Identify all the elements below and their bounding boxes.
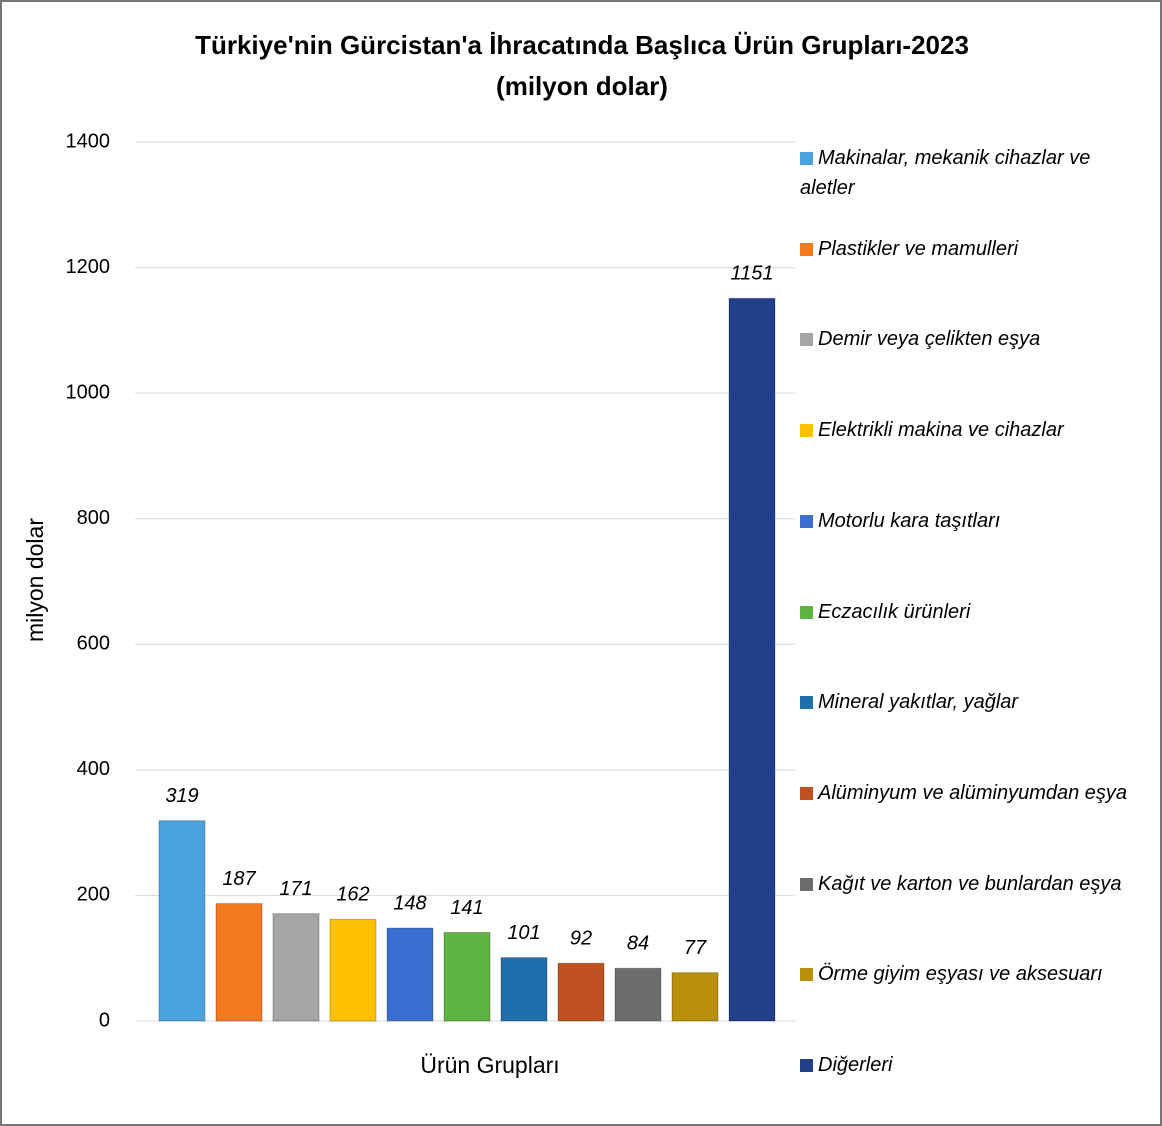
bar xyxy=(728,297,776,1022)
bar xyxy=(329,918,377,1022)
bar xyxy=(386,927,434,1022)
y-tick-label: 400 xyxy=(77,758,110,780)
legend-item: Makinalar, mekanik cihazlar ve aletler xyxy=(800,143,1145,203)
data-label: 1151 xyxy=(730,263,773,285)
data-label: 84 xyxy=(627,933,649,955)
data-label: 92 xyxy=(570,928,592,950)
legend-label: Elektrikli makina ve cihazlar xyxy=(818,419,1064,442)
legend-item: Örme giyim eşyası ve aksesuarı xyxy=(800,959,1145,989)
legend-label: Örme giyim eşyası ve aksesuarı xyxy=(818,963,1103,986)
bar xyxy=(443,931,491,1022)
legend-item: Diğerleri xyxy=(800,1050,1145,1080)
data-label: 319 xyxy=(165,785,198,807)
legend-swatch xyxy=(800,877,813,891)
data-label: 148 xyxy=(393,892,426,914)
legend-label: Plastikler ve mamulleri xyxy=(818,237,1019,260)
data-label: 141 xyxy=(450,897,483,919)
legend-swatch xyxy=(800,1059,813,1072)
legend-label: Alüminyum ve alüminyumdan eşya xyxy=(818,781,1128,804)
y-tick-label: 0 xyxy=(99,1009,110,1031)
data-label: 77 xyxy=(684,937,707,959)
legend-swatch xyxy=(800,152,813,165)
legend-swatch xyxy=(800,514,813,528)
legend-item: Eczacılık ürünleri xyxy=(800,597,1145,627)
legend-item: Kağıt ve karton ve bunlardan eşya xyxy=(800,869,1145,899)
legend-swatch xyxy=(800,424,813,438)
legend-swatch xyxy=(800,333,813,347)
legend-label: Mineral yakıtlar, yağlar xyxy=(818,691,1019,714)
legend-swatch xyxy=(800,968,813,982)
legend-item: Demir veya çelikten eşya xyxy=(800,324,1145,354)
y-axis-label: milyon dolar xyxy=(22,518,48,642)
legend-item: Alüminyum ve alüminyumdan eşya xyxy=(800,778,1145,808)
legend-swatch xyxy=(800,242,813,256)
legend-swatch xyxy=(800,786,813,800)
bar xyxy=(557,962,605,1022)
legend-item: Motorlu kara taşıtları xyxy=(800,506,1145,536)
legend-label: Motorlu kara taşıtları xyxy=(818,509,1001,532)
bar xyxy=(158,820,206,1022)
y-tick-label: 1400 xyxy=(66,130,111,152)
bar xyxy=(614,967,662,1022)
bar xyxy=(272,913,320,1022)
legend-item: Plastikler ve mamulleri xyxy=(800,234,1145,264)
data-label: 171 xyxy=(279,878,312,900)
bar xyxy=(671,972,719,1022)
legend-item: Elektrikli makina ve cihazlar xyxy=(800,415,1145,445)
y-tick-label: 1200 xyxy=(66,256,111,278)
legend-label: Makinalar, mekanik cihazlar ve aletler xyxy=(800,147,1091,199)
legend-label: Eczacılık ürünleri xyxy=(818,600,971,623)
data-label: 187 xyxy=(222,868,256,890)
legend-label: Kağıt ve karton ve bunlardan eşya xyxy=(818,872,1122,895)
legend-label: Diğerleri xyxy=(818,1054,893,1076)
chart-subtitle: (milyon dolar) xyxy=(496,71,668,101)
y-tick-label: 200 xyxy=(77,884,110,906)
bar xyxy=(500,957,548,1022)
y-tick-label: 600 xyxy=(77,633,110,655)
bar xyxy=(215,903,263,1022)
legend-swatch xyxy=(800,605,813,619)
data-label: 101 xyxy=(507,922,540,944)
y-tick-label: 800 xyxy=(77,507,110,529)
data-label: 162 xyxy=(336,884,369,906)
x-axis-label: Ürün Grupları xyxy=(420,1052,559,1078)
legend-item: Mineral yakıtlar, yağlar xyxy=(800,687,1145,717)
legend-label: Demir veya çelikten eşya xyxy=(818,328,1041,351)
y-tick-label: 1000 xyxy=(66,381,111,403)
legend-swatch xyxy=(800,696,813,710)
chart-title: Türkiye'nin Gürcistan'a İhracatında Başl… xyxy=(195,30,969,60)
